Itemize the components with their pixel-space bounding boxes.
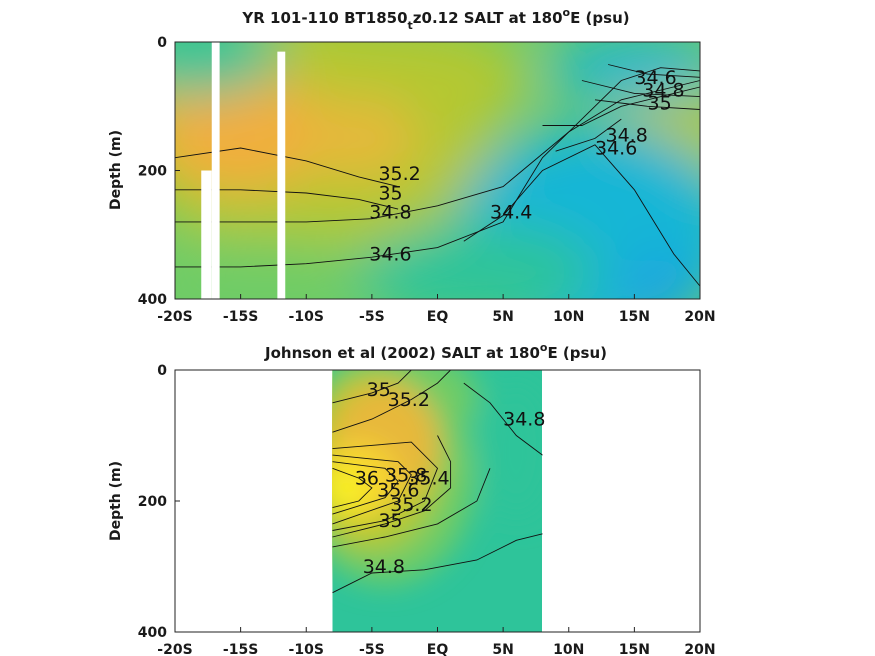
panel-1-data-gaps (201, 42, 286, 300)
salt-blob-346 (356, 223, 597, 299)
x-tick-label: -10S (289, 642, 324, 656)
contour-line (332, 454, 412, 525)
y-tick-label: 200 (138, 164, 167, 180)
salt-blob-36 (332, 465, 366, 510)
contour-line (542, 86, 701, 126)
contour-line (332, 467, 373, 509)
x-tick-label: -20S (157, 642, 192, 656)
contour-label: 35.2 (390, 494, 432, 516)
x-tick-label: 5N (492, 642, 513, 656)
contour-line (332, 441, 439, 531)
contour-line (581, 80, 701, 98)
contour-label: 35.2 (388, 389, 430, 411)
contour-line (463, 382, 543, 456)
contour-line (332, 369, 451, 433)
data-gap (211, 42, 220, 299)
contour-line (332, 533, 543, 594)
contour-label: 35 (378, 182, 402, 204)
contour-label: 35.4 (407, 468, 449, 490)
x-tick-label: -15S (223, 642, 258, 656)
salt-blob-346 (476, 378, 542, 519)
salt-blob-fresh (544, 42, 700, 98)
y-tick-label: 400 (138, 292, 167, 308)
contour-line (175, 80, 701, 223)
x-tick-label: 20N (684, 309, 715, 325)
x-tick-label: EQ (427, 642, 449, 656)
contour-label: 34.8 (369, 202, 411, 224)
contour-label: 34.8 (503, 409, 545, 431)
x-tick-label: -10S (289, 309, 324, 325)
y-tick-label: 200 (138, 494, 167, 510)
y-tick-label: 0 (157, 35, 167, 51)
contour-label: 34.6 (369, 243, 411, 265)
panel-1-ylabel: Depth (m) (108, 130, 124, 210)
x-tick-label: 10N (553, 642, 584, 656)
data-gap (201, 170, 212, 299)
panel-1: YR 101-110 BT1850tz0.12 SALT at 180oE (p… (108, 6, 716, 325)
panel-2-axes: -20S -15S -10S -5S EQ 5N 10N 15N 20N 0 200 400 (138, 363, 716, 656)
panel-1-title: YR 101-110 BT1850tz0.12 SALT at 180oE (p… (241, 6, 629, 32)
contour-label: 35 (648, 92, 672, 114)
contour-line (332, 435, 452, 538)
y-tick-label: 400 (138, 625, 167, 641)
contour-line (463, 144, 701, 287)
contour-label: 36 (355, 468, 379, 490)
panel-1-axes: -20S -15S -10S -5S EQ 5N 10N 15N 20N 0 200 400 (138, 35, 716, 325)
y-tick-label: 0 (157, 363, 167, 379)
x-tick-label: -20S (157, 309, 192, 325)
x-tick-label: 15N (619, 642, 650, 656)
field-blobs (175, 42, 700, 299)
field-blobs (332, 370, 542, 585)
contour-line (607, 64, 701, 78)
contour-line (332, 468, 491, 548)
contour-label: 34.8 (363, 556, 405, 578)
panel-2-title: Johnson et al (2002) SALT at 180oE (psu) (264, 341, 607, 362)
x-tick-label: 15N (619, 309, 650, 325)
salt-blob-high (298, 98, 419, 179)
x-tick-label: 20N (684, 642, 715, 656)
panel-2-contours (332, 369, 543, 594)
panel-2-ylabel: Depth (m) (108, 461, 124, 541)
x-tick-label: -5S (359, 309, 385, 325)
contour-label: 34.8 (606, 125, 648, 147)
contour-label: 34.6 (595, 137, 637, 159)
panel-1-salinity-field (175, 42, 700, 299)
panel-2-salinity-field (332, 370, 542, 632)
contour-label: 34.6 (634, 67, 676, 89)
data-gap (277, 51, 286, 300)
contour-line (332, 369, 412, 404)
x-tick-label: -15S (223, 309, 258, 325)
contour-label: 35.2 (378, 163, 420, 185)
x-tick-label: EQ (427, 309, 449, 325)
x-tick-label: 10N (553, 309, 584, 325)
contour-line (332, 461, 399, 515)
contour-label: 35 (367, 379, 391, 401)
panel-2: Johnson et al (2002) SALT at 180oE (psu)… (108, 341, 716, 656)
salt-blob-fresh (620, 256, 700, 299)
contour-label: 34.8 (642, 80, 684, 102)
x-tick-label: 5N (492, 309, 513, 325)
contour-line (594, 99, 701, 110)
contour-label: 35.8 (385, 464, 427, 486)
contour-label: 35 (378, 510, 402, 532)
contour-line (555, 118, 622, 152)
salt-blob-fresh (175, 42, 282, 95)
contour-label: 35.6 (377, 479, 419, 501)
contour-label: 34.4 (490, 202, 532, 224)
x-tick-label: -5S (359, 642, 385, 656)
